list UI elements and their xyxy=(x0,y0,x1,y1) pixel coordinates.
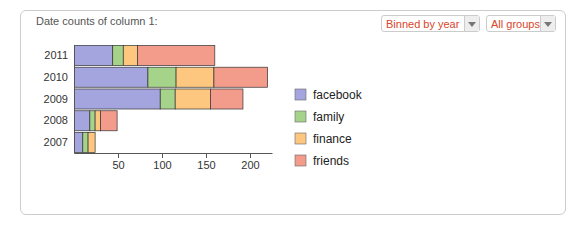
legend-label: family xyxy=(313,110,344,124)
y-tick: 2009 xyxy=(44,93,74,105)
legend-swatch xyxy=(295,111,306,122)
legend-swatch xyxy=(295,89,306,100)
dropdown-label[interactable]: Binned by year xyxy=(386,18,459,30)
y-tick-label: 2007 xyxy=(44,136,68,148)
x-axis-line xyxy=(75,153,273,154)
dropdown-label[interactable]: All groups xyxy=(491,18,540,30)
y-axis-line xyxy=(74,46,75,154)
legend-swatch xyxy=(295,155,306,166)
x-tick-mark xyxy=(162,153,163,158)
legend: facebook family finance friends xyxy=(295,88,363,168)
bar-segment xyxy=(214,67,268,87)
legend-swatch xyxy=(295,133,306,144)
bar-segment xyxy=(210,89,243,109)
chart: 5010015020020112010200920082007facebookf… xyxy=(0,0,587,225)
bar-segment xyxy=(160,89,175,109)
x-tick-mark xyxy=(206,153,207,158)
bar-segment xyxy=(95,111,100,131)
x-tick-label: 100 xyxy=(153,159,171,171)
bar-segment xyxy=(90,111,95,131)
x-tick: 100 xyxy=(153,153,171,171)
y-tick-label: 2010 xyxy=(44,71,68,83)
x-tick-label: 200 xyxy=(241,159,259,171)
x-tick: 200 xyxy=(241,153,259,171)
chart-title: Date counts of column 1: xyxy=(36,15,158,27)
bar-segment xyxy=(74,133,83,153)
bar-segment xyxy=(123,45,137,65)
bar-segment xyxy=(176,67,214,87)
legend-label: friends xyxy=(313,154,349,168)
bar-segment xyxy=(74,89,160,109)
x-tick: 50 xyxy=(112,153,124,171)
y-tick-label: 2009 xyxy=(44,93,68,105)
y-tick-label: 2011 xyxy=(44,49,68,61)
bar-segment xyxy=(175,89,210,109)
x-axis: 50 100 150 200 xyxy=(75,153,273,171)
bar-segment xyxy=(83,133,88,153)
y-tick: 2008 xyxy=(44,114,74,126)
bar-segment xyxy=(74,111,90,131)
bar-segment xyxy=(148,67,176,87)
dropdown[interactable]: All groups xyxy=(486,15,556,32)
dropdown-arrow[interactable] xyxy=(540,16,555,31)
y-tick: 2007 xyxy=(44,136,74,148)
x-tick: 150 xyxy=(197,153,215,171)
bars xyxy=(74,45,268,152)
legend-label: facebook xyxy=(313,88,363,102)
bar-segment xyxy=(74,45,113,65)
dropdown-arrow[interactable] xyxy=(464,16,479,31)
bar-segment xyxy=(88,133,95,153)
x-tick-mark xyxy=(250,153,251,158)
bar-segment xyxy=(74,67,148,87)
y-axis: 2011 2010 2009 2008 2007 xyxy=(44,46,75,154)
bar-segment xyxy=(137,45,214,65)
legend-label: finance xyxy=(313,132,352,146)
x-tick-label: 50 xyxy=(112,159,124,171)
y-tick: 2011 xyxy=(44,49,74,61)
x-tick-label: 150 xyxy=(197,159,215,171)
dropdown[interactable]: Binned by year xyxy=(381,15,480,32)
bar-segment xyxy=(113,45,124,65)
bar-segment xyxy=(95,133,96,153)
y-tick: 2010 xyxy=(44,71,74,83)
bar-segment xyxy=(100,111,117,131)
y-tick-label: 2008 xyxy=(44,114,68,126)
x-tick-mark xyxy=(118,153,119,158)
